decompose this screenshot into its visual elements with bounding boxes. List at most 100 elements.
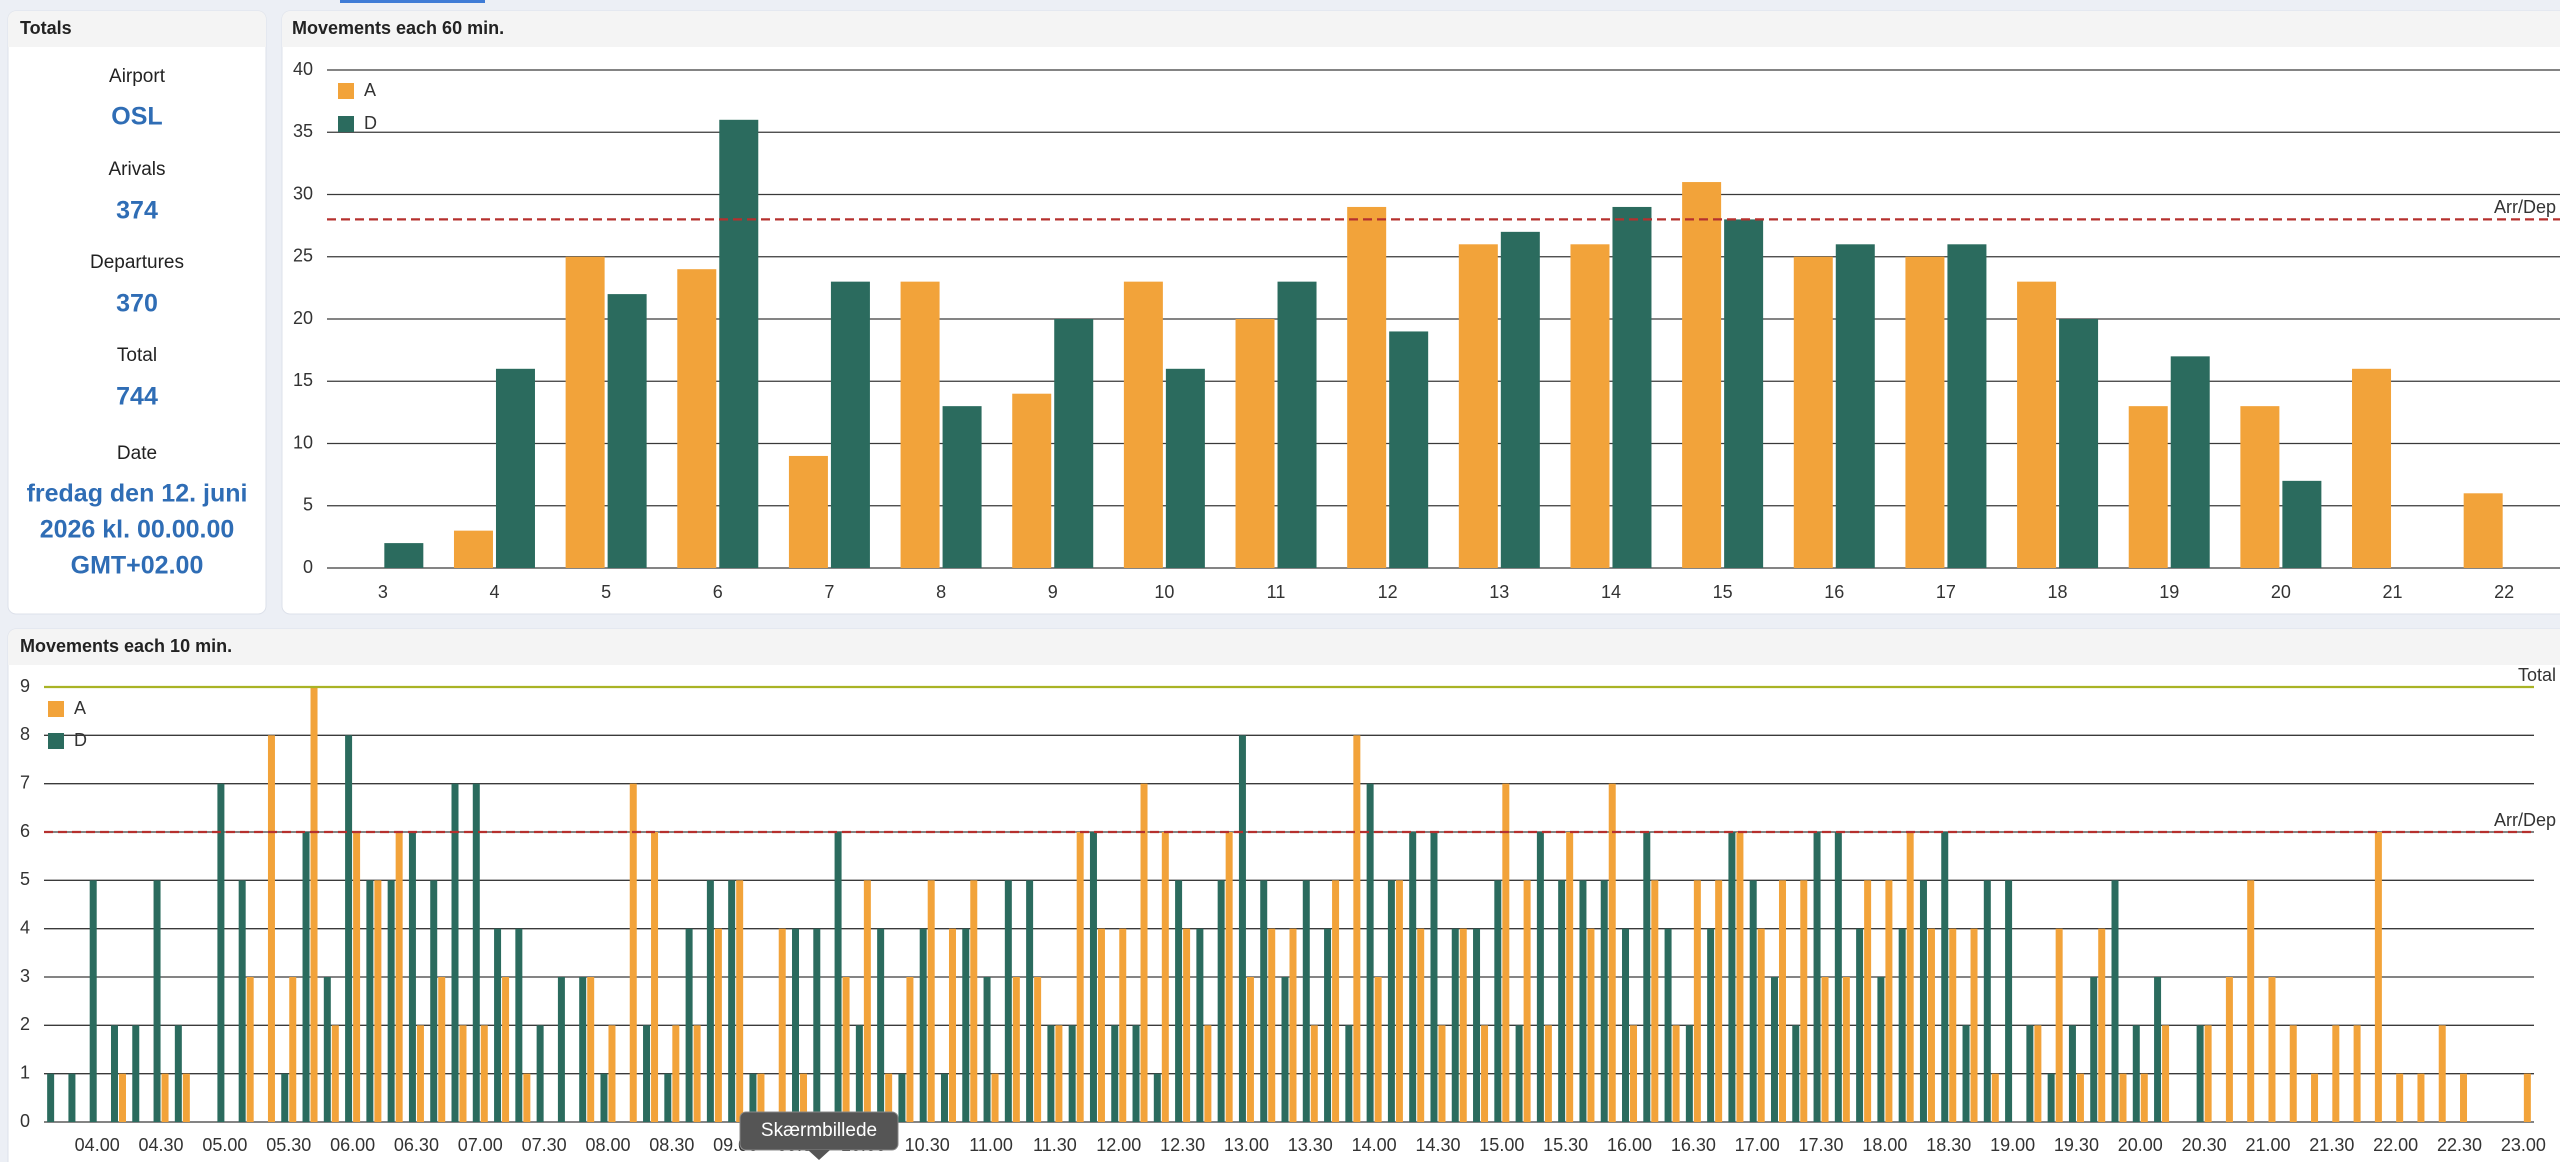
bar: [830, 281, 870, 568]
bar: [1289, 928, 1297, 1122]
bar: [1132, 1025, 1140, 1122]
bar: [1949, 928, 1957, 1122]
bar: [1459, 928, 1467, 1122]
bar: [863, 880, 871, 1122]
bar: [289, 977, 297, 1122]
legend-swatch: [48, 701, 64, 717]
active-tab-indicator: [340, 0, 485, 3]
bar: [1430, 832, 1438, 1122]
bar: [2240, 406, 2280, 568]
bar: [161, 1073, 169, 1122]
bar: [1458, 244, 1498, 569]
legend-label: D: [364, 113, 377, 133]
bar: [323, 977, 331, 1122]
bar: [1536, 832, 1544, 1122]
bar: [1715, 880, 1723, 1122]
bar: [1970, 928, 1978, 1122]
bar: [1813, 832, 1821, 1122]
x-tick-label: 08.30: [649, 1135, 694, 1155]
bar: [1140, 783, 1148, 1122]
bar: [919, 928, 927, 1122]
bar: [1161, 832, 1169, 1122]
bar: [1153, 1073, 1161, 1122]
bar: [2225, 977, 2233, 1122]
bar: [1332, 880, 1340, 1122]
legend-swatch: [48, 733, 64, 749]
reference-label: Arr/Dep: [2494, 197, 2556, 217]
bar: [2438, 1025, 2446, 1122]
bar: [1579, 880, 1587, 1122]
bar: [2090, 977, 2098, 1122]
x-tick-label: 12.30: [1160, 1135, 1205, 1155]
bar: [1055, 1025, 1063, 1122]
bar: [1608, 783, 1616, 1122]
stat-label: Airport: [109, 66, 166, 87]
bar: [736, 880, 744, 1122]
bar: [1927, 928, 1935, 1122]
x-tick-label: 20.30: [2182, 1135, 2227, 1155]
x-tick-label: 4: [489, 582, 499, 602]
x-tick-label: 17.00: [1735, 1135, 1780, 1155]
bar: [600, 1073, 608, 1122]
bar: [1724, 219, 1764, 568]
bar: [983, 977, 991, 1122]
x-tick-label: 18.30: [1926, 1135, 1971, 1155]
bar: [962, 928, 970, 1122]
stat-value: OSL: [111, 103, 162, 131]
bar: [384, 543, 424, 568]
y-tick-label: 8: [20, 724, 30, 744]
bar: [651, 832, 659, 1122]
bar: [579, 977, 587, 1122]
bar: [47, 1073, 55, 1122]
bar: [672, 1025, 680, 1122]
bar: [1502, 783, 1510, 1122]
bar: [855, 1025, 863, 1122]
legend-label: D: [74, 730, 87, 750]
x-tick-label: 19.00: [1990, 1135, 2035, 1155]
x-tick-label: 05.30: [266, 1135, 311, 1155]
bar: [1856, 928, 1864, 1122]
bar: [800, 1073, 808, 1122]
x-tick-label: 18.00: [1862, 1135, 1907, 1155]
stat-value: 2026 kl. 00.00.00: [40, 516, 235, 544]
x-tick-label: 10: [1154, 582, 1174, 602]
bar: [1111, 1025, 1119, 1122]
bar: [1515, 1025, 1523, 1122]
bar: [2132, 1025, 2140, 1122]
x-tick-label: 15: [1713, 582, 1733, 602]
x-tick-label: 23.00: [2501, 1135, 2546, 1155]
bar: [1835, 244, 1875, 569]
bar: [906, 977, 914, 1122]
bar: [2352, 368, 2392, 568]
bar: [728, 880, 736, 1122]
bar: [1612, 206, 1652, 568]
bar: [2268, 977, 2276, 1122]
bar: [1165, 368, 1205, 568]
bar: [302, 832, 310, 1122]
bar: [1097, 928, 1105, 1122]
bar: [1494, 880, 1502, 1122]
bar: [1983, 880, 1991, 1122]
stat-value: 370: [116, 290, 158, 318]
x-tick-label: 06.30: [394, 1135, 439, 1155]
bar: [536, 1025, 544, 1122]
bar: [1260, 880, 1268, 1122]
legend-swatch: [338, 83, 354, 99]
tooltip-text: Skærmbillede: [761, 1120, 877, 1141]
bar: [2111, 880, 2119, 1122]
bar: [1004, 880, 1012, 1122]
x-tick-label: 19.30: [2054, 1135, 2099, 1155]
bar: [1728, 832, 1736, 1122]
bar: [1302, 880, 1310, 1122]
bar: [1643, 832, 1651, 1122]
bar: [1800, 880, 1808, 1122]
bar: [2523, 1073, 2531, 1122]
bar: [1409, 832, 1417, 1122]
bar: [1693, 880, 1701, 1122]
bar: [1736, 832, 1744, 1122]
bar: [453, 530, 493, 568]
